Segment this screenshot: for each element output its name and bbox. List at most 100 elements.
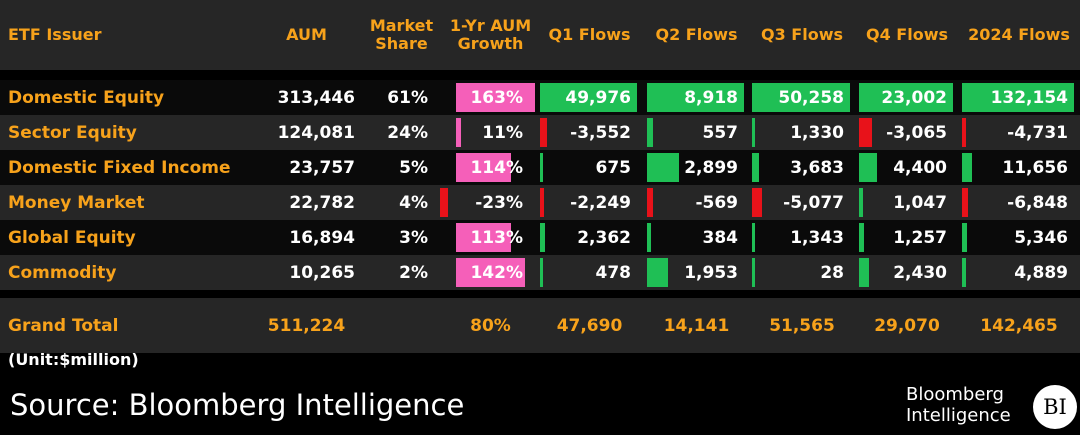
- value-q4: 1,047: [893, 192, 947, 213]
- cell-q4: 1,257: [857, 220, 957, 255]
- value-issuer: Sector Equity: [8, 122, 137, 143]
- total-q3: 51,565: [769, 315, 835, 336]
- value-growth: 113%: [470, 227, 523, 248]
- value-aum: 124,081: [277, 122, 355, 143]
- header-growth: 1-Yr AUM Growth: [449, 16, 532, 53]
- cell-q2: 384: [645, 220, 748, 255]
- value-q1: 2,362: [577, 227, 631, 248]
- table-row: Global Equity 16,894 3% 113% 2,362 384 1,343 1,…: [0, 220, 1080, 255]
- cell-q2: 557: [645, 115, 748, 150]
- cell-aum: 124,081: [248, 115, 365, 150]
- data-bar-q3: [752, 83, 850, 112]
- value-share: 2%: [399, 262, 428, 283]
- data-bar-q1: [540, 223, 545, 252]
- cell-q4: 2,430: [857, 255, 957, 290]
- cell-q4: 4,400: [857, 150, 957, 185]
- value-q1: 49,976: [565, 87, 631, 108]
- data-bar-y2024: [962, 258, 967, 287]
- value-q3: 1,330: [790, 122, 844, 143]
- data-bar-y2024: [962, 83, 1074, 112]
- cell-growth: 163%: [448, 80, 535, 115]
- header-y2024: 2024 Flows: [968, 25, 1070, 44]
- value-q2: 384: [702, 227, 739, 248]
- value-aum: 23,757: [289, 157, 355, 178]
- value-q1: 478: [595, 262, 632, 283]
- data-bar-y2024: [962, 188, 968, 217]
- cell-growth: 113%: [448, 220, 533, 255]
- cell-issuer: Global Equity: [0, 220, 248, 255]
- header-issuer: ETF Issuer: [8, 25, 102, 44]
- value-aum: 10,265: [289, 262, 355, 283]
- cell-growth: 114%: [448, 150, 533, 185]
- table-row: Sector Equity 124,081 24% 11% -3,552 557 1,330…: [0, 115, 1080, 150]
- cell-growth: -23%: [440, 185, 533, 220]
- cell-q3: 28: [750, 255, 854, 290]
- cell-share: 2%: [365, 255, 438, 290]
- value-q2: -569: [695, 192, 738, 213]
- cell-aum: 23,757: [248, 150, 365, 185]
- value-y2024: 132,154: [990, 87, 1068, 108]
- total-y2024: 142,465: [980, 315, 1058, 336]
- data-bar-growth: [456, 258, 525, 287]
- bloomberg-logo: Bloomberg Intelligence: [906, 384, 1011, 426]
- logo-line2: Intelligence: [906, 405, 1011, 426]
- cell-issuer: Domestic Equity: [0, 80, 248, 115]
- data-bar-growth: [440, 188, 448, 217]
- value-issuer: Money Market: [8, 192, 145, 213]
- data-bar-growth: [456, 223, 511, 252]
- total-growth: 80%: [470, 315, 511, 336]
- cell-q1: -3,552: [538, 115, 641, 150]
- cell-y2024: 5,346: [960, 220, 1078, 255]
- cell-q1: 2,362: [538, 220, 641, 255]
- total-q4: 29,070: [874, 315, 940, 336]
- data-bar-q2: [647, 258, 669, 287]
- table-header: ETF Issuer AUM Market Share 1-Yr AUM Growth…: [0, 0, 1080, 70]
- grand-total-row: Grand Total 511,224 80% 47,690 14,141 51,565 2…: [0, 298, 1080, 353]
- data-bar-q3: [752, 188, 762, 217]
- cell-q1: 675: [538, 150, 641, 185]
- cell-q4: 23,002: [857, 80, 957, 115]
- value-issuer: Commodity: [8, 262, 117, 283]
- data-bar-growth: [456, 118, 462, 147]
- data-bar-q1: [540, 118, 547, 147]
- data-bar-q1: [540, 258, 543, 287]
- value-growth: 142%: [470, 262, 523, 283]
- value-issuer: Global Equity: [8, 227, 136, 248]
- cell-q3: -5,077: [750, 185, 854, 220]
- cell-q1: 478: [538, 255, 641, 290]
- logo-line1: Bloomberg: [906, 384, 1004, 405]
- value-q3: 1,343: [790, 227, 844, 248]
- cell-growth: 11%: [448, 115, 533, 150]
- cell-growth: 142%: [448, 255, 533, 290]
- value-share: 3%: [399, 227, 428, 248]
- cell-q2: 1,953: [645, 255, 748, 290]
- data-bar-q2: [647, 83, 744, 112]
- cell-q4: -3,065: [857, 115, 957, 150]
- value-aum: 22,782: [289, 192, 355, 213]
- cell-q2: 8,918: [645, 80, 748, 115]
- cell-issuer: Money Market: [0, 185, 248, 220]
- data-bar-y2024: [962, 223, 967, 252]
- data-bar-q3: [752, 223, 755, 252]
- value-q1: -2,249: [570, 192, 631, 213]
- cell-share: 5%: [365, 150, 438, 185]
- value-aum: 313,446: [277, 87, 355, 108]
- data-bar-q3: [752, 258, 755, 287]
- value-share: 4%: [399, 192, 428, 213]
- cell-y2024: 4,889: [960, 255, 1078, 290]
- cell-share: 4%: [365, 185, 438, 220]
- cell-q3: 3,683: [750, 150, 854, 185]
- cell-aum: 16,894: [248, 220, 365, 255]
- table-row: Commodity 10,265 2% 142% 478 1,953 28 2,430 4,88…: [0, 255, 1080, 290]
- data-bar-q4: [859, 258, 869, 287]
- cell-share: 24%: [365, 115, 438, 150]
- value-issuer: Domestic Fixed Income: [8, 157, 231, 178]
- cell-share: 3%: [365, 220, 438, 255]
- value-q2: 557: [702, 122, 739, 143]
- cell-aum: 10,265: [248, 255, 365, 290]
- data-bar-q4: [859, 118, 872, 147]
- total-q1: 47,690: [556, 315, 623, 336]
- total-issuer: Grand Total: [8, 315, 119, 336]
- value-q4: -3,065: [886, 122, 947, 143]
- value-aum: 16,894: [289, 227, 355, 248]
